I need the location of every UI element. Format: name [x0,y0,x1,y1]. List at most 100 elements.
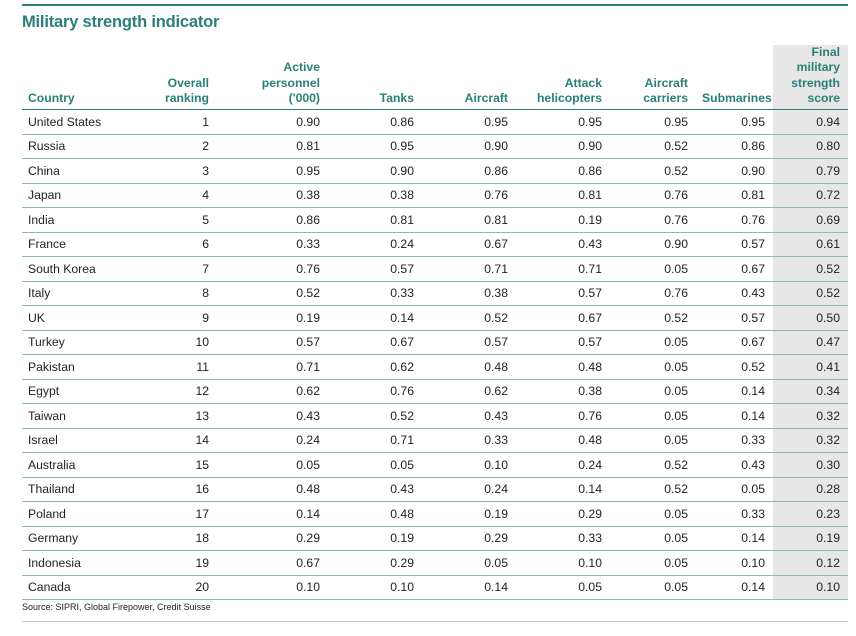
value-cell: 0.43 [217,403,328,429]
value-cell: 0.14 [696,379,773,405]
value-cell: 0.52 [610,134,696,160]
bottom-rule [22,621,848,622]
country-cell: Germany [22,526,140,552]
value-cell: 0.28 [773,477,848,503]
value-cell: 0.38 [328,183,422,209]
value-cell: 0.52 [610,158,696,184]
value-cell: 0.86 [328,109,422,135]
value-cell: 0.19 [217,305,328,331]
value-cell: 0.57 [696,232,773,258]
value-cell: 17 [140,501,217,527]
value-cell: 0.76 [610,183,696,209]
table-body: United States 1 0.90 0.86 0.95 0.95 0.95 0.95 0.… [22,109,848,601]
value-cell: 0.05 [610,575,696,601]
value-cell: 0.05 [516,575,610,601]
value-cell: 0.95 [422,109,516,135]
value-cell: 0.52 [696,354,773,380]
country-cell: Canada [22,575,140,601]
value-cell: 0.10 [773,575,848,601]
value-cell: 0.57 [696,305,773,331]
value-cell: 3 [140,158,217,184]
country-cell: India [22,207,140,233]
column-header-0: Country [22,45,140,110]
value-cell: 0.41 [773,354,848,380]
value-cell: 0.33 [328,281,422,307]
table-title: Military strength indicator [22,13,220,31]
value-cell: 0.90 [422,134,516,160]
value-cell: 0.14 [217,501,328,527]
value-cell: 2 [140,134,217,160]
value-cell: 0.80 [773,134,848,160]
column-header-4: Aircraft [422,45,516,110]
value-cell: 0.10 [328,575,422,601]
value-cell: 11 [140,354,217,380]
value-cell: 0.33 [422,428,516,454]
column-header-6: Aircraft carriers [610,45,696,110]
value-cell: 0.90 [516,134,610,160]
value-cell: 0.90 [217,109,328,135]
value-cell: 5 [140,207,217,233]
value-cell: 0.38 [516,379,610,405]
column-header-7: Submarines [696,45,773,110]
value-cell: 12 [140,379,217,405]
value-cell: 0.19 [773,526,848,552]
value-cell: 0.43 [328,477,422,503]
value-cell: 0.10 [516,550,610,576]
column-header-line: Active [283,60,320,75]
value-cell: 0.95 [328,134,422,160]
value-cell: 0.24 [422,477,516,503]
value-cell: 0.50 [773,305,848,331]
value-cell: 0.61 [773,232,848,258]
country-cell: Japan [22,183,140,209]
value-cell: 0.05 [422,550,516,576]
value-cell: 0.76 [217,256,328,282]
table-container: Country Overall ranking Active personnel ('00… [22,45,848,601]
value-cell: 0.72 [773,183,848,209]
value-cell: 0.57 [422,330,516,356]
value-cell: 0.67 [422,232,516,258]
value-cell: 0.67 [696,330,773,356]
value-cell: 0.24 [217,428,328,454]
column-header-1: Overall ranking [140,45,217,110]
value-cell: 0.52 [610,452,696,478]
country-cell: Russia [22,134,140,160]
value-cell: 0.90 [328,158,422,184]
value-cell: 0.24 [328,232,422,258]
value-cell: 14 [140,428,217,454]
value-cell: 0.48 [328,501,422,527]
country-cell: United States [22,109,140,135]
country-cell: Israel [22,428,140,454]
column-header-line: Overall [167,75,209,90]
value-cell: 0.71 [328,428,422,454]
value-cell: 0.81 [696,183,773,209]
value-cell: 0.52 [422,305,516,331]
value-cell: 0.05 [610,403,696,429]
table-row: South Korea 7 0.76 0.57 0.71 0.71 0.05 0.67 0.52 [22,256,848,282]
value-cell: 0.52 [610,305,696,331]
value-cell: 0.48 [422,354,516,380]
value-cell: 0.57 [516,281,610,307]
value-cell: 0.62 [328,354,422,380]
table-row: Egypt 12 0.62 0.76 0.62 0.38 0.05 0.14 0.34 [22,379,848,405]
value-cell: 0.76 [328,379,422,405]
value-cell: 13 [140,403,217,429]
value-cell: 0.76 [422,183,516,209]
column-header-line: personnel [261,75,320,90]
value-cell: 19 [140,550,217,576]
value-cell: 0.38 [217,183,328,209]
table-row: United States 1 0.90 0.86 0.95 0.95 0.95 0.95 0.… [22,109,848,135]
value-cell: 0.43 [696,452,773,478]
value-cell: 0.86 [516,158,610,184]
value-cell: 8 [140,281,217,307]
value-cell: 10 [140,330,217,356]
value-cell: 0.10 [696,550,773,576]
value-cell: 0.05 [610,526,696,552]
value-cell: 0.90 [696,158,773,184]
table-row: India 5 0.86 0.81 0.81 0.19 0.76 0.76 0.69 [22,207,848,233]
column-header-line: carriers [643,90,688,105]
country-cell: Australia [22,452,140,478]
value-cell: 0.71 [516,256,610,282]
country-cell: Thailand [22,477,140,503]
value-cell: 0.81 [328,207,422,233]
column-header-line: Submarines [702,90,772,105]
